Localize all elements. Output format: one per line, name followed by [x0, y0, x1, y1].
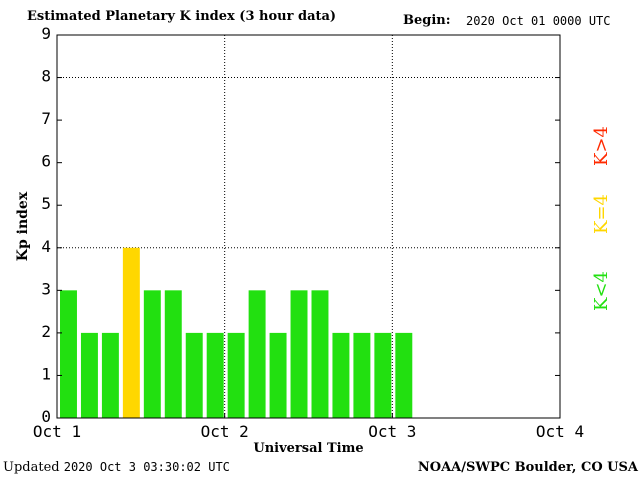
x-axis-ticks: Oct 1 Oct 2 Oct 3 Oct 4 — [33, 413, 584, 441]
legend-item: K<4 — [591, 271, 612, 311]
legend: K>4 K=4 K<4 — [591, 126, 612, 311]
kp-bar — [269, 332, 287, 418]
kp-bar — [374, 332, 392, 418]
kp-bar — [60, 290, 77, 418]
updated-timestamp: Updated 2020 Oct 3 03:30:02 UTC — [3, 460, 230, 475]
kp-bar — [227, 332, 245, 418]
begin-label: Begin: — [403, 13, 451, 28]
x-tick-label: Oct 1 — [33, 422, 81, 441]
plot-frame — [56, 34, 561, 419]
grid — [57, 35, 560, 418]
kp-bar — [143, 290, 161, 418]
y-tick-label: 9 — [41, 24, 51, 43]
y-axis-ticks: 0 1 2 3 4 5 6 7 8 9 — [41, 24, 560, 426]
y-tick-label: 8 — [41, 67, 51, 86]
bars — [60, 247, 413, 418]
kp-bar — [164, 290, 182, 418]
kp-bar — [101, 332, 119, 418]
y-tick-label: 7 — [41, 109, 51, 128]
legend-item: K>4 — [591, 126, 612, 166]
legend-item: K=4 — [591, 194, 612, 234]
kp-bar — [353, 332, 371, 418]
kp-bar — [311, 290, 329, 418]
y-tick-label: 3 — [41, 279, 51, 298]
updated-label: Updated — [3, 460, 60, 475]
x-tick-label: Oct 3 — [368, 422, 416, 441]
y-tick-label: 5 — [41, 194, 51, 213]
source-credit: NOAA/SWPC Boulder, CO USA — [417, 460, 638, 475]
x-tick-label: Oct 4 — [536, 422, 584, 441]
kp-bar — [185, 332, 203, 418]
kp-bar — [122, 247, 140, 418]
kp-bar — [80, 332, 98, 418]
updated-value: 2020 Oct 3 03:30:02 UTC — [63, 460, 230, 474]
y-tick-label: 0 — [41, 407, 51, 426]
kp-bar — [395, 332, 413, 418]
kp-bar — [332, 332, 350, 418]
kp-bar — [290, 290, 308, 418]
y-tick-label: 1 — [41, 364, 51, 383]
x-tick-label: Oct 2 — [201, 422, 249, 441]
chart-title: Estimated Planetary K index (3 hour data… — [27, 9, 337, 24]
begin-value: 2020 Oct 01 0000 UTC — [466, 14, 611, 28]
y-tick-label: 6 — [41, 152, 51, 171]
y-axis-label: Kp index — [15, 191, 31, 261]
kp-bar — [206, 332, 224, 418]
y-tick-label: 2 — [41, 322, 51, 341]
y-tick-label: 4 — [41, 237, 51, 256]
x-axis-label: Universal Time — [253, 441, 363, 456]
kp-bar — [248, 290, 266, 418]
